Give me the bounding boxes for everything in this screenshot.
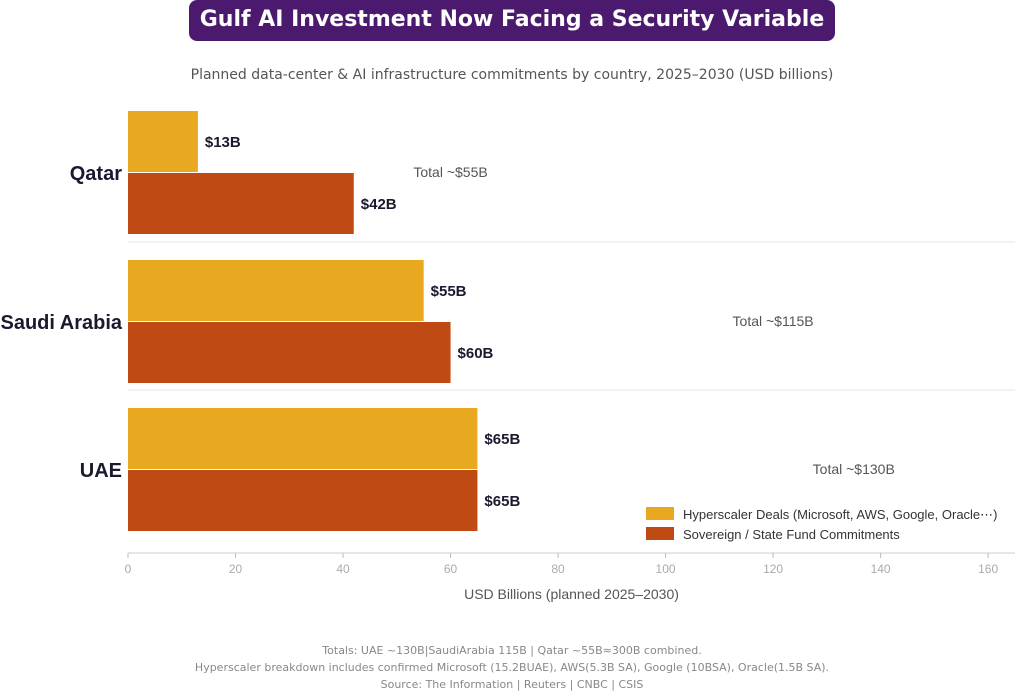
total-annotation-saudi-arabia: Total ~$115B bbox=[733, 313, 814, 329]
footer-breakdown: Hyperscaler breakdown includes confirmed… bbox=[194, 661, 830, 674]
bar-sovereign-saudi-arabia bbox=[128, 322, 451, 383]
category-label-saudi-arabia: Saudi Arabia bbox=[0, 312, 122, 334]
x-tick-label: 140 bbox=[871, 562, 891, 576]
x-tick-label: 40 bbox=[336, 562, 350, 576]
legend-swatch-hyperscaler bbox=[646, 507, 674, 520]
legend-label-sovereign: Sovereign / State Fund Commitments bbox=[683, 527, 900, 542]
x-tick-label: 0 bbox=[125, 562, 132, 576]
x-tick-label: 80 bbox=[551, 562, 565, 576]
footer-totals: Totals: UAE ~130B|SaudiArabia 115B | Qat… bbox=[322, 644, 702, 657]
x-tick-label: 60 bbox=[444, 562, 458, 576]
legend-swatch-sovereign bbox=[646, 527, 674, 540]
total-annotation-uae: Total ~$130B bbox=[813, 461, 895, 477]
data-label-hyperscaler-uae: $65B bbox=[484, 431, 520, 448]
data-label-sovereign-qatar: $42B bbox=[361, 196, 397, 213]
data-label-sovereign-uae: $65B bbox=[484, 493, 520, 510]
category-label-uae: UAE bbox=[80, 460, 122, 482]
legend-label-hyperscaler: Hyperscaler Deals (Microsoft, AWS, Googl… bbox=[683, 507, 998, 522]
x-tick-label: 160 bbox=[978, 562, 998, 576]
x-tick-label: 100 bbox=[656, 562, 676, 576]
chart-subtitle: Planned data-center & AI infrastructure … bbox=[190, 67, 834, 83]
chart-title: Gulf AI Investment Now Facing a Security… bbox=[188, 0, 836, 41]
category-label-qatar: Qatar bbox=[70, 163, 122, 185]
footer-source: Source: The Information | Reuters | CNBC… bbox=[380, 678, 644, 691]
data-label-hyperscaler-qatar: $13B bbox=[205, 134, 241, 151]
data-label-hyperscaler-saudi-arabia: $55B bbox=[431, 283, 467, 300]
x-tick-label: 120 bbox=[763, 562, 783, 576]
x-tick-label: 20 bbox=[229, 562, 243, 576]
data-label-sovereign-saudi-arabia: $60B bbox=[458, 345, 494, 362]
bar-sovereign-uae bbox=[128, 470, 478, 531]
bar-hyperscaler-uae bbox=[128, 408, 478, 469]
total-annotation-qatar: Total ~$55B bbox=[413, 164, 487, 180]
bar-hyperscaler-saudi-arabia bbox=[128, 260, 424, 321]
bar-sovereign-qatar bbox=[128, 173, 354, 234]
x-axis-label: USD Billions (planned 2025–2030) bbox=[464, 586, 679, 602]
bar-hyperscaler-qatar bbox=[128, 111, 198, 172]
